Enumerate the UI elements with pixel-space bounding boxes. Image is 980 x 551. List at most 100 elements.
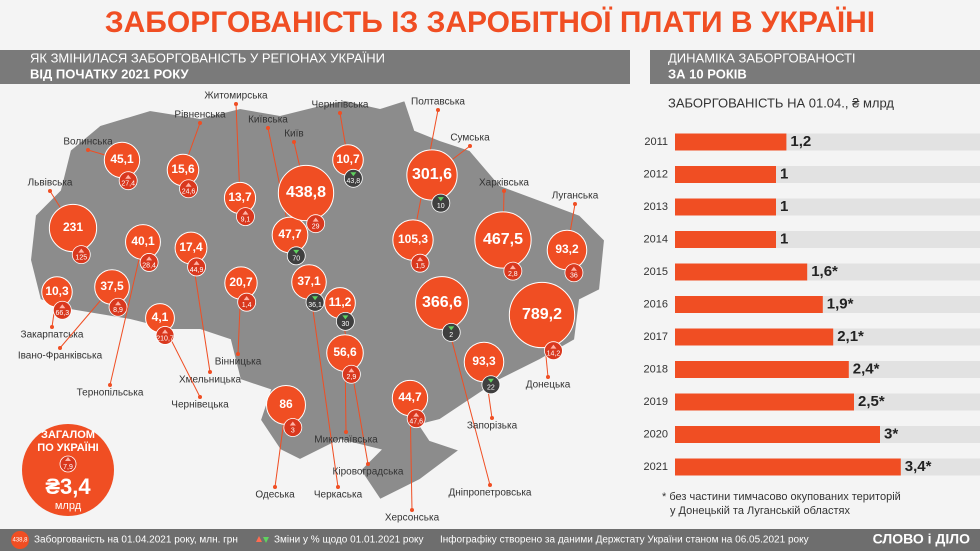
map-heading: ЯК ЗМІНИЛАСЯ ЗАБОРГОВАНІСТЬ У РЕГІОНАХ У… (30, 50, 385, 65)
change-label: 10 (437, 203, 445, 210)
change-badge (431, 193, 451, 213)
region-name: Волинська (63, 137, 113, 148)
region-value: 93,3 (472, 354, 496, 368)
region-name: Херсонська (385, 513, 440, 524)
region-name: Рівненська (174, 110, 226, 121)
change-label: 2,8 (508, 271, 518, 278)
total-change: 7,9 (63, 464, 73, 471)
change-arrow (312, 296, 319, 301)
region-bubble (474, 211, 532, 269)
bar (675, 133, 787, 151)
title: ЗАБОРГОВАНІСТЬ ІЗ ЗАРОБІТНОЇ ПЛАТИ В УКР… (105, 6, 875, 39)
change-badge (406, 409, 426, 429)
region-value: 366,6 (422, 294, 462, 311)
source: Інфографіку створено за даними Держстату… (440, 534, 809, 546)
region-name: Харківська (479, 178, 529, 189)
legend-bubble (11, 531, 29, 549)
legend-value: 438,8 (12, 538, 28, 544)
map-layer: Волинська 45,1 27,4 Рівненська 15,6 24,6 Житом… (18, 91, 599, 524)
leader-dot (502, 189, 506, 193)
y-tick-label: 2017 (644, 331, 668, 343)
brand: СЛОВО і ДІЛО (873, 531, 970, 547)
change-badge (341, 364, 361, 384)
leader-dot (436, 108, 440, 112)
region-name: Сумська (450, 133, 490, 144)
region-name: Хмельницька (179, 375, 241, 386)
region-value: 11,2 (329, 295, 352, 309)
change-badge (155, 326, 175, 345)
region-value: 10,3 (45, 284, 69, 298)
change-badge (108, 297, 128, 317)
region-value: 4,1 (152, 310, 169, 324)
region-name: Львівська (28, 178, 73, 189)
region-name: Тернопільська (77, 388, 144, 399)
y-tick-label: 2014 (644, 233, 668, 245)
total-unit: млрд (55, 500, 82, 512)
change-arrow (437, 197, 444, 202)
change-label: 27,4 (121, 181, 135, 188)
legend-text: Зміни у % щодо 01.01.2021 року (274, 535, 424, 546)
change-arrow (59, 304, 66, 309)
region-value: 10,7 (336, 152, 360, 166)
y-tick-label: 2016 (644, 298, 668, 310)
leader-dot (50, 325, 54, 329)
region-value: 789,2 (522, 306, 562, 323)
bar (675, 198, 776, 216)
change-arrow (448, 326, 455, 331)
change-arrow (193, 260, 200, 265)
change-badge (187, 257, 206, 277)
change-arrow (417, 257, 424, 262)
value-label: 3* (884, 425, 898, 442)
y-tick-label: 2012 (644, 168, 668, 180)
change-arrow (413, 412, 420, 417)
leader-line (308, 281, 339, 488)
legend-arrow-down (263, 537, 269, 543)
change-label: 36,1 (308, 302, 322, 309)
bar (675, 263, 808, 281)
change-badge (286, 246, 306, 266)
leader-dot (410, 508, 414, 512)
total-heading: ПО УКРАЇНІ (37, 441, 98, 454)
chart-note: у Донецькій та Луганській областях (670, 505, 850, 517)
y-tick-label: 2021 (644, 461, 668, 473)
change-arrow (312, 217, 319, 222)
footer-band (0, 529, 980, 551)
change-label: 9,1 (241, 216, 251, 223)
change-label: 70 (292, 256, 300, 263)
bar (675, 328, 834, 346)
change-label: 14,2 (547, 351, 561, 358)
footer-layer: 438,8 Заборгованість на 01.04.2021 року, … (11, 531, 970, 549)
leader-dot (273, 485, 277, 489)
legend-arrow-up (256, 536, 262, 542)
change-arrow (289, 421, 296, 426)
y-tick-label: 2018 (644, 363, 668, 375)
change-arrow (115, 301, 122, 306)
change-badge (481, 375, 501, 395)
change-arrow (350, 172, 357, 177)
change-arrow (146, 256, 153, 261)
change-label: 66,3 (56, 310, 70, 317)
region-name: Луганська (552, 191, 599, 202)
change-badge (236, 207, 255, 226)
change-label: 8,9 (113, 307, 123, 314)
region-value: 17,4 (179, 240, 203, 254)
value-label: 2,1* (837, 328, 864, 345)
leader-dot (338, 111, 342, 115)
leader-dot (336, 485, 340, 489)
value-label: 1 (780, 198, 788, 215)
region-name: Полтавська (411, 97, 465, 108)
change-label: 43,8 (347, 178, 361, 185)
region-value: 231 (63, 220, 83, 234)
change-arrow (125, 174, 132, 179)
change-arrow (243, 296, 250, 301)
change-arrow (185, 182, 192, 187)
change-arrow (509, 265, 516, 270)
leader-dot (198, 121, 202, 125)
change-label: 44,9 (190, 267, 204, 274)
region-name: Дніпропетровська (449, 488, 532, 499)
change-arrow (242, 210, 249, 215)
region-value: 301,6 (412, 166, 452, 183)
change-arrow (342, 315, 349, 320)
y-tick-label: 2011 (644, 136, 668, 148)
